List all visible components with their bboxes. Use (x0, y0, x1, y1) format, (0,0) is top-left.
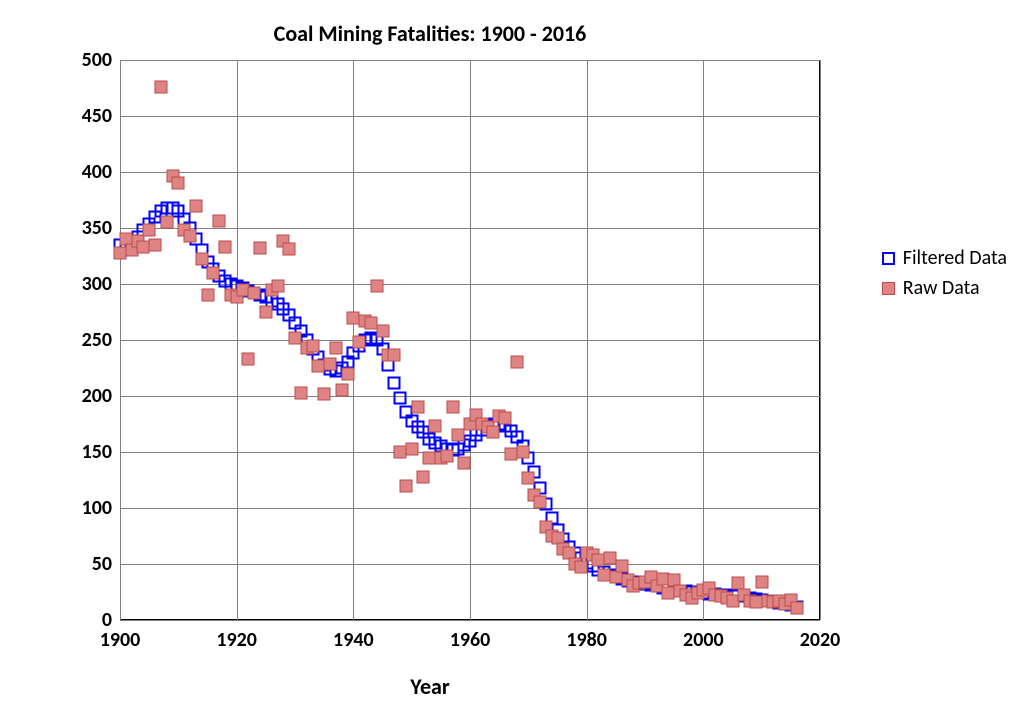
x-tick-label: 2020 (800, 620, 841, 652)
x-tick-label: 1920 (216, 620, 257, 652)
data-point (242, 353, 255, 366)
data-point (446, 401, 459, 414)
gridline-vertical (237, 60, 238, 620)
gridline-vertical (703, 60, 704, 620)
data-point (283, 243, 296, 256)
data-point (271, 280, 284, 293)
data-point (510, 356, 523, 369)
data-point (487, 425, 500, 438)
data-point (207, 266, 220, 279)
legend-swatch (882, 282, 895, 295)
y-tick-label: 450 (82, 104, 120, 128)
data-point (522, 471, 535, 484)
gridline-vertical (120, 60, 121, 620)
legend-swatch (882, 252, 895, 265)
gridline-vertical (587, 60, 588, 620)
data-point (353, 336, 366, 349)
data-point (324, 357, 337, 370)
gridline-vertical (470, 60, 471, 620)
data-point (318, 387, 331, 400)
data-point (376, 325, 389, 338)
data-point (574, 561, 587, 574)
data-point (341, 367, 354, 380)
data-point (790, 601, 803, 614)
y-tick-label: 350 (82, 216, 120, 240)
data-point (184, 229, 197, 242)
data-point (294, 386, 307, 399)
data-point (388, 376, 401, 389)
chart-container: Coal Mining Fatalities: 1900 - 2016 Fata… (0, 0, 1027, 720)
y-tick-label: 400 (82, 160, 120, 184)
y-tick-label: 300 (82, 272, 120, 296)
legend-item: Raw Data (882, 276, 1007, 300)
data-point (405, 442, 418, 455)
legend: Filtered Data Raw Data (882, 240, 1007, 306)
data-point (411, 401, 424, 414)
data-point (370, 280, 383, 293)
data-point (189, 199, 202, 212)
data-point (149, 238, 162, 251)
legend-label: Raw Data (903, 276, 980, 300)
data-point (440, 450, 453, 463)
legend-item: Filtered Data (882, 246, 1007, 270)
data-point (417, 470, 430, 483)
data-point (732, 577, 745, 590)
data-point (329, 341, 342, 354)
data-point (452, 429, 465, 442)
data-point (160, 216, 173, 229)
data-point (306, 339, 319, 352)
data-point (516, 446, 529, 459)
x-tick-label: 1960 (450, 620, 491, 652)
chart-title: Coal Mining Fatalities: 1900 - 2016 (0, 20, 860, 47)
data-point (429, 420, 442, 433)
data-point (201, 289, 214, 302)
data-point (755, 575, 768, 588)
y-tick-label: 250 (82, 328, 120, 352)
data-point (143, 224, 156, 237)
data-point (499, 412, 512, 425)
y-tick-label: 200 (82, 384, 120, 408)
data-point (458, 457, 471, 470)
y-tick-label: 150 (82, 440, 120, 464)
data-point (615, 560, 628, 573)
y-tick-label: 50 (92, 552, 120, 576)
x-tick-label: 1940 (333, 620, 374, 652)
data-point (259, 306, 272, 319)
data-point (195, 253, 208, 266)
data-point (399, 479, 412, 492)
data-point (219, 241, 232, 254)
data-point (172, 177, 185, 190)
plot-area: 0501001502002503003504004505001900192019… (120, 60, 820, 620)
data-point (534, 496, 547, 509)
y-tick-label: 500 (82, 48, 120, 72)
data-point (394, 392, 407, 405)
x-tick-label: 2000 (683, 620, 724, 652)
data-point (254, 242, 267, 255)
y-tick-label: 100 (82, 496, 120, 520)
data-point (154, 80, 167, 93)
data-point (248, 286, 261, 299)
x-axis-label: Year (0, 673, 860, 700)
data-point (388, 348, 401, 361)
gridline-vertical (820, 60, 821, 620)
data-point (335, 384, 348, 397)
legend-label: Filtered Data (903, 246, 1007, 270)
x-tick-label: 1980 (566, 620, 607, 652)
data-point (213, 215, 226, 228)
x-tick-label: 1900 (100, 620, 141, 652)
